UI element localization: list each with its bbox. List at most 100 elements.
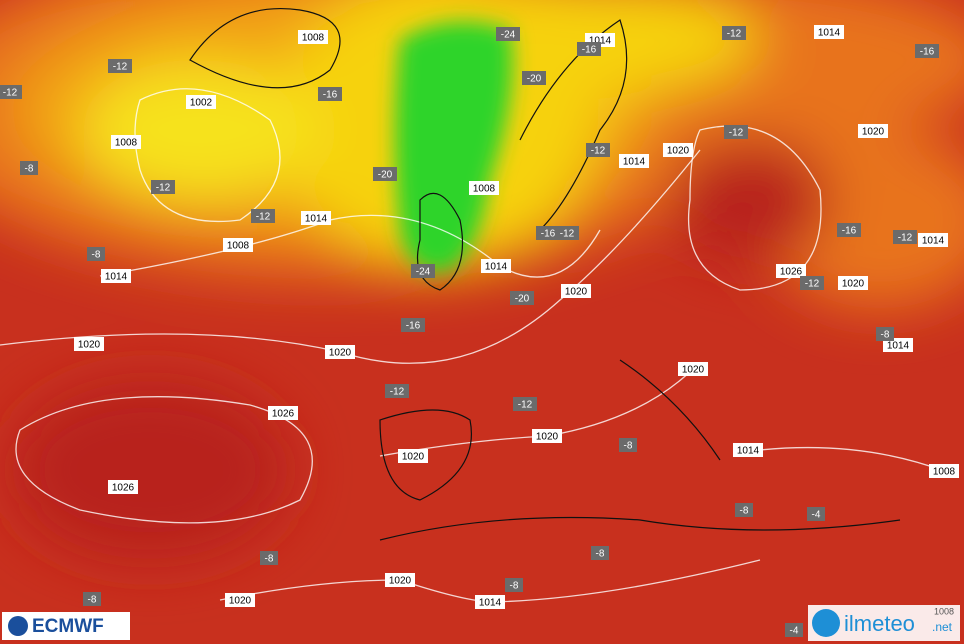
isobar-label-box xyxy=(108,480,138,494)
isobar-label-box xyxy=(385,573,415,587)
isobar-label-box xyxy=(532,429,562,443)
logo-text: ECMWF xyxy=(32,616,104,637)
temperature-label: -16 xyxy=(541,229,556,240)
temperature-label: -12 xyxy=(805,279,820,290)
temperature-label: -12 xyxy=(518,400,533,411)
temperature-label: -8 xyxy=(624,441,633,452)
temperature-label: -12 xyxy=(591,146,606,157)
temperature-label: -16 xyxy=(920,47,935,58)
temperature-label-box xyxy=(510,291,534,305)
isobar-label-box xyxy=(74,337,104,351)
isobar-label: 1008 xyxy=(227,241,250,252)
isobar-label-box xyxy=(481,259,511,273)
isobar-label-box xyxy=(814,25,844,39)
isobar-label: 1020 xyxy=(565,287,588,298)
temperature-label: -12 xyxy=(3,88,18,99)
isobar-label-box xyxy=(858,124,888,138)
ecmwf-logo: ECMWF xyxy=(2,612,130,640)
isobar-label: 1014 xyxy=(305,214,328,225)
isobar-label-box xyxy=(733,443,763,457)
isobar-label-box xyxy=(838,276,868,290)
temperature-label-box xyxy=(807,507,825,521)
logo-suffix: .net xyxy=(932,620,953,634)
ilmeteo-logo: ilmeteo .net 1008 xyxy=(808,605,960,641)
isobar-label: 1014 xyxy=(479,598,502,609)
isobar-label: 1020 xyxy=(402,452,425,463)
temperature-label: -20 xyxy=(378,170,393,181)
temperature-label: -8 xyxy=(740,506,749,517)
temperature-label: -24 xyxy=(501,30,516,41)
isobar-label: 1008 xyxy=(473,184,496,195)
temperature-label-box xyxy=(83,592,101,606)
logo-text: ilmeteo xyxy=(844,611,915,636)
temperature-label-box xyxy=(151,180,175,194)
temperature-label-box xyxy=(20,161,38,175)
isobar-label-box xyxy=(918,233,948,247)
temperature-label: -24 xyxy=(416,267,431,278)
isobar-label: 1020 xyxy=(536,432,559,443)
isobar-label-box xyxy=(301,211,331,225)
temperature-label-box xyxy=(0,85,22,99)
isobar-label: 1026 xyxy=(112,483,135,494)
temperature-label: -12 xyxy=(156,183,171,194)
isobar-label-box xyxy=(225,593,255,607)
temperature-label-box xyxy=(724,125,748,139)
isobar-label-box xyxy=(101,269,131,283)
isobar-label: 1020 xyxy=(229,596,252,607)
temperature-label: -8 xyxy=(88,595,97,606)
isobar-label-box xyxy=(111,135,141,149)
temperature-label-box xyxy=(586,143,610,157)
temperature-label: -8 xyxy=(265,554,274,565)
temperature-label: -16 xyxy=(323,90,338,101)
logo-icon xyxy=(8,616,28,636)
temperature-label: -12 xyxy=(256,212,271,223)
temperature-label: -8 xyxy=(510,581,519,592)
isobar-label: 1020 xyxy=(78,340,101,351)
temperature-label: -8 xyxy=(25,164,34,175)
temperature-label: -8 xyxy=(596,549,605,560)
temperature-label: -16 xyxy=(582,45,597,56)
temperature-label-box xyxy=(837,223,861,237)
isobar-label-box xyxy=(776,264,806,278)
temperature-label: -16 xyxy=(842,226,857,237)
temperature-label: -12 xyxy=(727,29,742,40)
isobar-label: 1014 xyxy=(105,272,128,283)
temperature-label-box xyxy=(373,167,397,181)
isobar-label-box xyxy=(223,238,253,252)
isobar-label: 1008 xyxy=(302,33,325,44)
isobar-label: 1002 xyxy=(190,98,213,109)
temperature-label: -20 xyxy=(527,74,542,85)
temperature-label-box xyxy=(108,59,132,73)
isobar-label: 1014 xyxy=(589,36,612,47)
temperature-label: -12 xyxy=(729,128,744,139)
temperature-label-box xyxy=(722,26,746,40)
isobar-label: 1020 xyxy=(329,348,352,359)
isobar-label: 1008 xyxy=(115,138,138,149)
temperature-label: -4 xyxy=(790,626,799,637)
isobar-label: 1020 xyxy=(682,365,705,376)
isobar-label-box xyxy=(619,154,649,168)
isobar-label: 1014 xyxy=(485,262,508,273)
temperature-label: -20 xyxy=(515,294,530,305)
corner-label: 1008 xyxy=(934,606,954,616)
temperature-label-box xyxy=(385,384,409,398)
temperature-label: -8 xyxy=(92,250,101,261)
temperature-label-box xyxy=(505,578,523,592)
temperature-label-box xyxy=(893,230,917,244)
isobar-label-box xyxy=(561,284,591,298)
isobar-label-box xyxy=(469,181,499,195)
isobar-label: 1014 xyxy=(818,28,841,39)
isobar-label: 1020 xyxy=(862,127,885,138)
temperature-label-box xyxy=(522,71,546,85)
temperature-label-box xyxy=(536,226,560,240)
isobar-label-box xyxy=(398,449,428,463)
map-labels: 1008 1002 1008 1014 1008 1014 1020 1020 1026 1026… xyxy=(0,25,959,637)
isobar-label: 1014 xyxy=(737,446,760,457)
temperature-label-box xyxy=(785,623,803,637)
isobar-label: 1014 xyxy=(922,236,945,247)
temperature-label-box xyxy=(876,327,894,341)
isobar-label: 1026 xyxy=(780,267,803,278)
temperature-label-box xyxy=(513,397,537,411)
